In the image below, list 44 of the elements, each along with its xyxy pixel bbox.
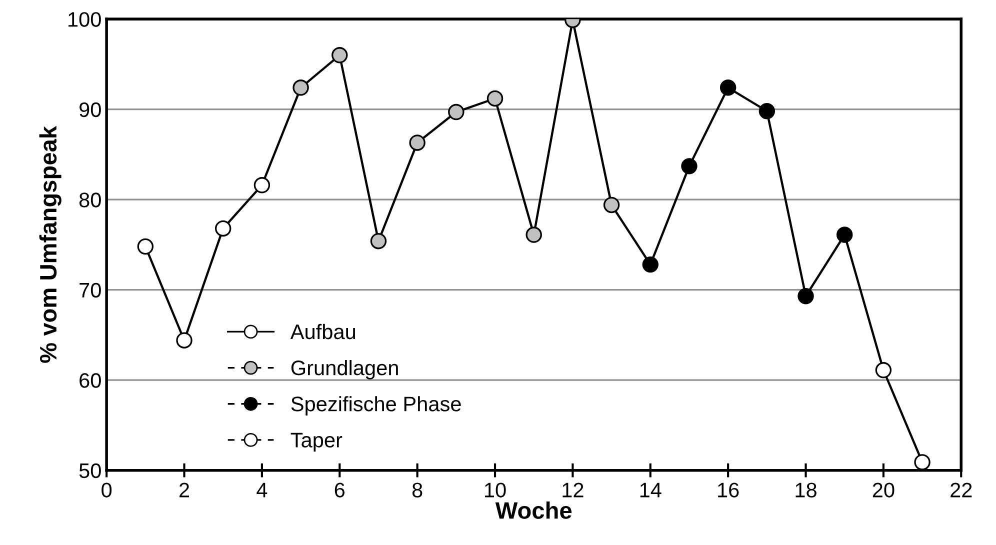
x-tick-label: 8 <box>412 482 422 498</box>
point <box>486 90 504 107</box>
point <box>603 196 620 214</box>
y-tick-label: 50 <box>79 463 101 478</box>
point <box>176 332 192 348</box>
x-axis-title: Woche <box>495 502 572 519</box>
point <box>720 80 736 96</box>
legend-label: Aufbau <box>290 324 356 340</box>
point <box>137 238 154 255</box>
point <box>526 226 542 243</box>
x-tick-label: 18 <box>796 482 816 498</box>
x-tick-label: 0 <box>102 482 112 498</box>
point <box>914 454 930 470</box>
point <box>292 80 309 96</box>
point <box>836 226 853 243</box>
point <box>409 134 426 151</box>
point <box>681 158 698 174</box>
point <box>875 362 892 378</box>
point <box>254 177 270 194</box>
point <box>798 288 814 304</box>
y-tick-label: 70 <box>80 282 101 298</box>
point <box>214 220 232 237</box>
x-tick-label: 2 <box>180 482 190 498</box>
y-tick-label: 80 <box>79 192 101 208</box>
legend-label: Taper <box>290 432 342 452</box>
x-tick-label: 22 <box>950 482 972 498</box>
point <box>758 103 776 120</box>
legend-label: Spezifische Phase <box>291 396 461 416</box>
x-tick-label: 16 <box>718 482 739 498</box>
point <box>448 104 464 120</box>
y-axis-title: % vom Umfangspeak <box>39 126 62 363</box>
x-tick-label: 4 <box>256 482 268 498</box>
point <box>370 232 387 250</box>
point <box>642 256 659 273</box>
y-tick-label: 100 <box>68 12 101 27</box>
x-tick-label: 10 <box>485 482 506 498</box>
legend-label: Grundlagen <box>291 360 398 380</box>
point <box>332 47 348 64</box>
x-tick-label: 6 <box>334 482 345 498</box>
x-tick-label: 14 <box>640 482 662 498</box>
y-tick-label: 60 <box>80 373 101 388</box>
x-tick-label: 12 <box>562 482 584 498</box>
y-tick-label: 90 <box>80 102 101 118</box>
x-tick-label: 20 <box>872 482 894 498</box>
